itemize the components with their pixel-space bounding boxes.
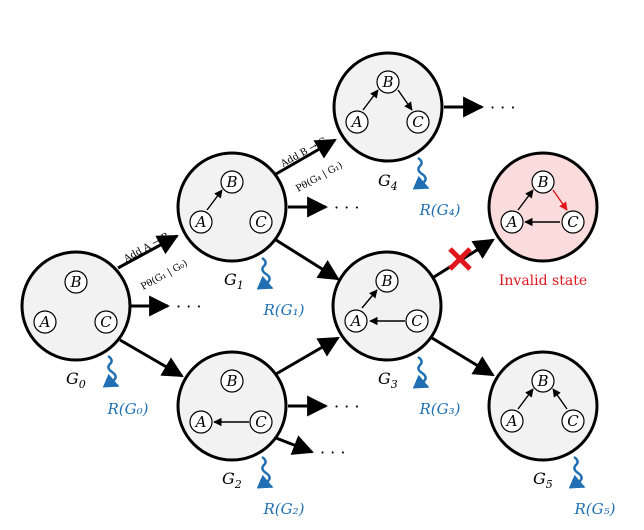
svg-text:C: C bbox=[411, 312, 423, 330]
edge-g0-g2 bbox=[119, 338, 184, 378]
node-c bbox=[249, 410, 273, 434]
node-b bbox=[220, 170, 244, 194]
edge-g2-dots-b bbox=[275, 435, 314, 455]
label-g5: G5 bbox=[533, 469, 553, 491]
svg-text:B: B bbox=[225, 372, 237, 390]
edge-label-prob-g4-g1: Pθ(G₄ | G₁) bbox=[294, 160, 344, 195]
node-c bbox=[405, 309, 429, 333]
ellipsis-g2-a: · · · bbox=[334, 397, 359, 416]
edge-label-add-a-b: Add A → B bbox=[121, 231, 171, 265]
reward-g4: R(G₄) bbox=[419, 201, 461, 219]
svg-text:C: C bbox=[567, 412, 579, 430]
edge-label-prob-g1-g0: Pθ(G₁ | G₀) bbox=[139, 258, 189, 293]
svg-text:A: A bbox=[350, 113, 363, 131]
state-g3: B A C bbox=[331, 250, 443, 362]
edge-g3-g5 bbox=[431, 336, 495, 377]
svg-text:B: B bbox=[536, 173, 548, 191]
node-b bbox=[64, 270, 88, 294]
state-g5: B A C bbox=[487, 350, 599, 462]
invalid-state-label: Invalid state bbox=[499, 273, 587, 289]
svg-text:C: C bbox=[100, 313, 112, 331]
node-a bbox=[189, 210, 213, 234]
edge-g2-g3 bbox=[275, 336, 340, 376]
node-b bbox=[531, 369, 555, 393]
svg-text:C: C bbox=[412, 113, 424, 131]
state-g1: B A C bbox=[176, 151, 288, 263]
invalid-cross-icon bbox=[448, 247, 472, 271]
svg-text:B: B bbox=[380, 272, 392, 290]
node-a bbox=[33, 310, 57, 334]
node-c bbox=[561, 409, 585, 433]
svg-text:B: B bbox=[536, 372, 548, 390]
label-g3: G3 bbox=[378, 369, 398, 391]
node-c bbox=[561, 210, 585, 234]
node-c bbox=[249, 210, 273, 234]
svg-text:C: C bbox=[567, 213, 579, 231]
label-g2: G2 bbox=[222, 469, 242, 491]
svg-text:C: C bbox=[255, 413, 267, 431]
squiggle-g0-icon bbox=[102, 354, 120, 388]
squiggle-g3-icon bbox=[412, 355, 430, 389]
squiggle-g1-icon bbox=[256, 256, 274, 290]
node-c bbox=[406, 110, 430, 134]
svg-text:C: C bbox=[255, 213, 267, 231]
reward-g1: R(G₁) bbox=[263, 301, 305, 319]
squiggle-g4-icon bbox=[412, 156, 430, 190]
ellipsis-g1: · · · bbox=[334, 198, 359, 217]
reward-g5: R(G₅) bbox=[574, 500, 616, 518]
node-a bbox=[500, 210, 524, 234]
svg-text:A: A bbox=[505, 213, 518, 231]
squiggle-g2-icon bbox=[256, 455, 274, 489]
node-a bbox=[344, 309, 368, 333]
svg-text:A: A bbox=[38, 313, 51, 331]
ellipsis-g4: · · · bbox=[490, 98, 515, 117]
edge-g0-g1 bbox=[117, 234, 179, 270]
svg-text:A: A bbox=[194, 213, 207, 231]
transition-arrows bbox=[117, 96, 495, 455]
ellipsis-g0: · · · bbox=[176, 297, 201, 316]
state-g4: B A C bbox=[332, 51, 444, 163]
state-invalid: B A C bbox=[487, 151, 599, 263]
edge-g1-g3 bbox=[275, 238, 340, 281]
svg-text:A: A bbox=[349, 312, 362, 330]
reward-g3: R(G₃) bbox=[419, 400, 461, 418]
node-b bbox=[531, 170, 555, 194]
ellipsis-g2-b: · · · bbox=[320, 443, 345, 462]
node-b bbox=[220, 369, 244, 393]
node-a bbox=[500, 409, 524, 433]
node-b bbox=[376, 70, 400, 94]
reward-g2: R(G₂) bbox=[263, 500, 305, 518]
edge-label-add-b-c: Add B → C bbox=[278, 136, 328, 170]
svg-text:B: B bbox=[381, 73, 393, 91]
node-b bbox=[375, 269, 399, 293]
node-a bbox=[345, 110, 369, 134]
node-a bbox=[189, 410, 213, 434]
node-c bbox=[94, 310, 118, 334]
edge-g1-g4 bbox=[275, 138, 337, 176]
state-g2: B A C bbox=[176, 350, 288, 462]
state-g0: B A C bbox=[20, 250, 132, 362]
svg-text:A: A bbox=[505, 412, 518, 430]
label-g4: G4 bbox=[378, 171, 398, 193]
svg-text:A: A bbox=[194, 413, 207, 431]
reward-squiggles bbox=[102, 156, 586, 489]
svg-text:B: B bbox=[225, 173, 237, 191]
svg-text:B: B bbox=[69, 273, 81, 291]
reward-g0: R(G₀) bbox=[107, 400, 149, 418]
label-g1: G1 bbox=[224, 270, 244, 292]
label-g0: G0 bbox=[66, 369, 86, 391]
squiggle-g5-icon bbox=[568, 455, 586, 489]
